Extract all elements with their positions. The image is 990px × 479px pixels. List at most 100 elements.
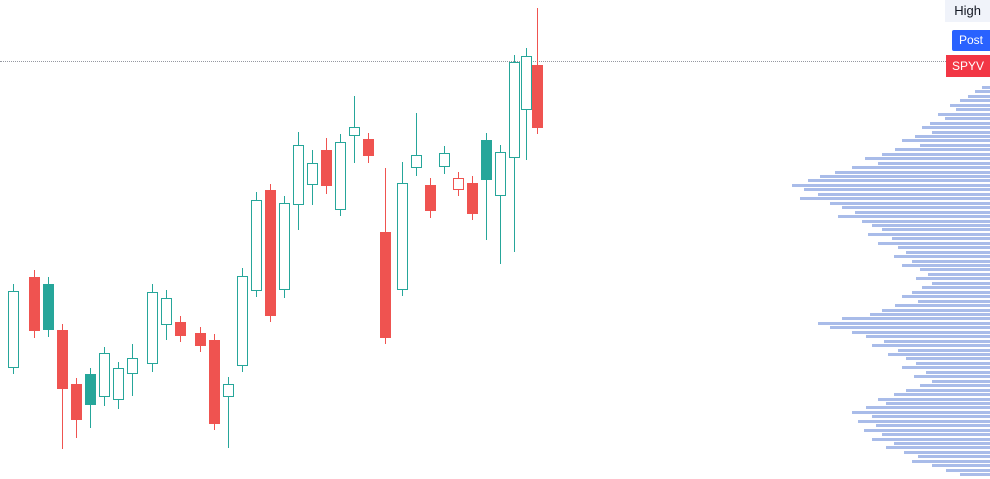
volume-bar — [920, 384, 990, 388]
volume-bar — [866, 335, 990, 339]
volume-bar — [818, 321, 990, 325]
volume-bar — [858, 419, 990, 423]
candle-body — [57, 330, 68, 389]
volume-bar — [886, 401, 990, 405]
volume-bar — [898, 348, 990, 352]
volume-bar — [872, 344, 990, 348]
volume-bar — [932, 464, 990, 468]
volume-bar — [852, 166, 990, 170]
volume-bar — [902, 295, 990, 299]
volume-bar — [918, 455, 990, 459]
candle-wick — [416, 113, 417, 176]
candle-body — [481, 140, 492, 180]
volume-bar — [928, 272, 990, 276]
volume-bar — [895, 148, 990, 152]
candle-body — [223, 384, 234, 397]
volume-bar — [932, 281, 990, 285]
candle-body — [43, 284, 54, 330]
volume-bar — [882, 433, 990, 437]
volume-bar — [912, 290, 990, 294]
candle-body — [113, 368, 124, 400]
candle-body — [425, 185, 436, 211]
volume-bar — [842, 317, 990, 321]
volume-bar — [830, 201, 990, 205]
candle-body — [411, 155, 422, 168]
high-label: High — [945, 0, 990, 22]
volume-bar — [902, 139, 990, 143]
volume-bar — [906, 357, 990, 361]
candle-body — [363, 139, 374, 156]
volume-bar — [902, 366, 990, 370]
candle-body — [453, 178, 464, 190]
volume-bar — [922, 126, 990, 130]
candle-body — [532, 65, 543, 128]
candle-body — [509, 62, 520, 158]
candle-body — [85, 374, 96, 405]
volume-bar — [918, 299, 990, 303]
volume-bar — [960, 99, 990, 103]
candle-body — [8, 291, 19, 368]
candle-body — [175, 322, 186, 336]
candle-body — [349, 127, 360, 136]
candle-body — [71, 384, 82, 420]
volume-bar — [946, 468, 990, 472]
volume-bar — [960, 473, 990, 477]
candle-body — [307, 163, 318, 185]
volume-bar — [922, 286, 990, 290]
candle-body — [237, 276, 248, 366]
volume-bar — [906, 250, 990, 254]
volume-bar — [915, 134, 990, 138]
volume-bar — [945, 117, 990, 121]
candle-body — [397, 183, 408, 290]
volume-bar — [808, 179, 990, 183]
volume-bar — [888, 353, 990, 356]
volume-bar — [914, 375, 990, 379]
volume-bar — [872, 437, 990, 441]
volume-bar — [842, 206, 990, 210]
volume-bar — [956, 108, 990, 112]
volume-bar — [804, 188, 990, 192]
volume-bar — [792, 183, 990, 187]
volume-bar — [982, 86, 990, 89]
candle-body — [293, 145, 304, 205]
symbol-price-badge[interactable]: SPYV — [945, 55, 990, 77]
candle-body — [467, 183, 478, 214]
candle-body — [195, 333, 206, 346]
candle-body — [439, 153, 450, 167]
volume-bar — [912, 259, 990, 263]
volume-bar — [852, 330, 990, 334]
volume-bar — [852, 410, 990, 414]
volume-bar — [906, 388, 990, 392]
volume-bar — [876, 424, 990, 428]
volume-bar — [886, 446, 990, 450]
volume-bar — [898, 246, 990, 250]
volume-bar — [866, 406, 990, 410]
candle-body — [380, 232, 391, 338]
candle-body — [99, 353, 110, 397]
candle-body — [251, 200, 262, 291]
volume-bar — [892, 237, 990, 241]
volume-bar — [920, 143, 990, 147]
volume-bar — [916, 277, 990, 281]
volume-bar — [872, 415, 990, 419]
post-session-badge[interactable]: Post — [951, 30, 990, 51]
volume-bar — [894, 393, 990, 397]
volume-bar — [878, 161, 990, 165]
volume-bar — [878, 397, 990, 401]
volume-bar — [862, 219, 990, 223]
volume-bar — [870, 312, 990, 316]
candle-body — [265, 190, 276, 316]
candle-body — [495, 152, 506, 196]
volume-bar — [932, 379, 990, 383]
volume-bar — [820, 175, 990, 178]
volume-bar — [975, 90, 990, 94]
volume-bar — [904, 450, 990, 454]
volume-bar — [894, 255, 990, 259]
volume-bar — [838, 215, 990, 219]
volume-bar — [932, 130, 990, 134]
candle-body — [321, 150, 332, 186]
candle-wick — [228, 377, 229, 448]
volume-bar — [912, 459, 990, 463]
